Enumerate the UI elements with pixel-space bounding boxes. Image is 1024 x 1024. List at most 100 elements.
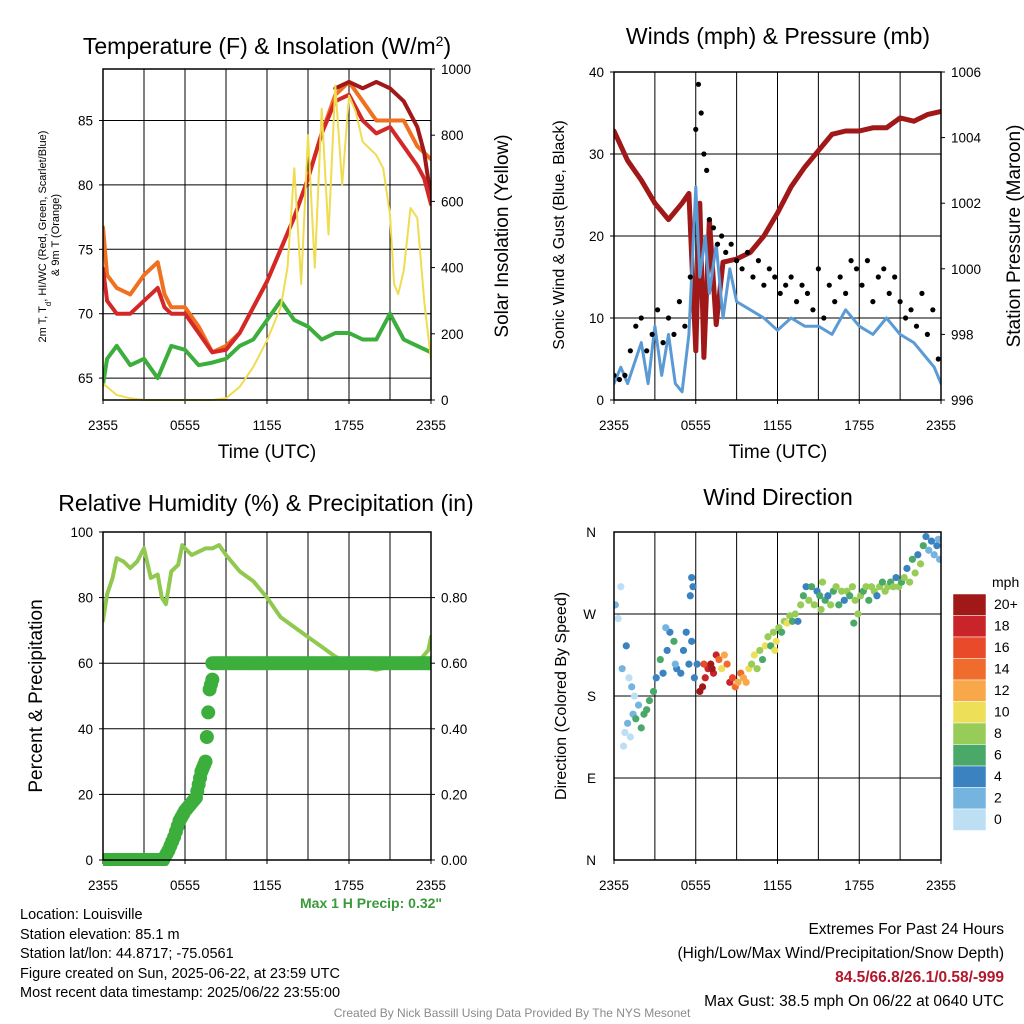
- direction-point: [663, 646, 671, 655]
- legend-swatch: [952, 615, 987, 638]
- data-point: [919, 290, 925, 296]
- y-tick-label: N: [586, 853, 596, 868]
- data-point: [875, 274, 881, 280]
- direction-point: [718, 665, 726, 673]
- legend-swatch: [952, 744, 987, 767]
- direction-point: [630, 692, 639, 700]
- data-point: [660, 340, 666, 346]
- legend-swatch: [952, 787, 987, 810]
- max-gust-text: Max Gust: 38.5 mph On 06/22 at 0640 UTC: [704, 993, 1004, 1010]
- direction-point: [685, 660, 693, 668]
- y-tick-label: 30: [589, 147, 604, 162]
- data-point: [682, 323, 688, 329]
- rh-plot: 2355 0555 1155 1755 2355 0 20 40 60 80 100 0.00 0.20…: [70, 525, 467, 893]
- legend-label: 12: [994, 682, 1010, 698]
- direction-point: [750, 651, 758, 659]
- direction-point: [625, 674, 633, 682]
- direction-point: [799, 592, 807, 600]
- y-tick-label-right: 0.00: [441, 853, 467, 868]
- rh-y-left-title: Percent & Precipitation: [26, 599, 47, 792]
- direction-point: [922, 532, 930, 541]
- data-point: [693, 126, 699, 132]
- dir-y-left-title: Direction (Colored By Speed): [553, 592, 570, 800]
- y-tick-label-right: 1004: [951, 131, 982, 146]
- y-tick-label: 20: [78, 787, 93, 802]
- direction-point: [786, 612, 794, 620]
- legend-label: 8: [994, 725, 1002, 741]
- x-tick-label: 2355: [88, 878, 118, 893]
- direction-point: [671, 660, 679, 668]
- direction-point: [846, 592, 854, 600]
- y-tick-label-right: 0.40: [441, 722, 467, 737]
- direction-point: [930, 551, 938, 559]
- data-point: [892, 274, 898, 280]
- y-tick-label: 80: [78, 591, 93, 606]
- direction-point: [708, 665, 716, 673]
- direction-point: [835, 601, 843, 609]
- data-point: [772, 274, 778, 280]
- legend-swatch: [952, 808, 987, 831]
- direction-point: [908, 555, 916, 563]
- direction-point: [679, 646, 688, 655]
- data-point: [744, 249, 751, 255]
- data-point: [687, 274, 693, 280]
- x-tick-label: 2355: [926, 878, 956, 893]
- temp-y-right-title: Solar Insolation (Yellow): [492, 134, 513, 337]
- series-line: [103, 92, 431, 355]
- y-tick-label-right: 0.60: [441, 656, 467, 671]
- x-tick-label: 2355: [599, 878, 629, 893]
- direction-point: [619, 742, 628, 750]
- direction-point: [797, 601, 805, 609]
- y-tick-label: 70: [78, 307, 93, 322]
- data-point: [750, 274, 756, 280]
- direction-point: [903, 564, 911, 573]
- data-point: [864, 258, 871, 264]
- direction-point: [677, 669, 685, 677]
- data-point: [698, 110, 704, 116]
- plot-frame: [102, 68, 432, 401]
- direction-point: [925, 546, 933, 554]
- legend-label: 10: [994, 704, 1010, 720]
- direction-point: [723, 660, 731, 668]
- data-point: [728, 241, 734, 247]
- data-point: [719, 233, 725, 239]
- direction-point: [769, 628, 778, 636]
- direction-point: [686, 592, 694, 600]
- direction-point: [777, 628, 786, 636]
- x-tick-label: 1155: [252, 418, 281, 433]
- x-tick-label: 0555: [170, 418, 200, 433]
- direction-point: [873, 592, 881, 600]
- direction-point: [614, 601, 619, 609]
- direction-point: [919, 542, 927, 550]
- y-tick-label-right: 1002: [951, 196, 981, 211]
- direction-point: [634, 701, 643, 709]
- temp-plot: 2355 0555 1155 1755 2355 65 70 75 80 85 0 200 400 600…: [78, 62, 471, 433]
- data-point: [655, 307, 661, 313]
- data-point: [201, 705, 216, 720]
- direction-point: [837, 587, 846, 595]
- direction-point: [645, 696, 654, 705]
- direction-point: [900, 573, 908, 582]
- plot-frame: [613, 71, 942, 401]
- direction-point: [810, 601, 818, 609]
- x-tick-label: 1755: [844, 418, 874, 433]
- legend-label: 2: [994, 790, 1002, 806]
- created-text: Figure created on Sun, 2025-06-22, at 23…: [20, 965, 340, 982]
- direction-point: [688, 637, 696, 645]
- legend-swatch: [952, 636, 987, 659]
- data-point: [821, 315, 827, 321]
- series-line: [103, 298, 431, 387]
- series-line: [614, 185, 941, 394]
- y-tick-label: 10: [589, 311, 604, 326]
- legend-label: 14: [994, 661, 1010, 677]
- data-point: [755, 258, 762, 264]
- data-point: [199, 730, 214, 744]
- direction-point: [659, 669, 667, 677]
- direction-point: [626, 733, 634, 741]
- data-point: [701, 151, 707, 157]
- series-line: [333, 79, 431, 200]
- legend-title: mph: [992, 574, 1019, 590]
- direction-point: [742, 678, 750, 686]
